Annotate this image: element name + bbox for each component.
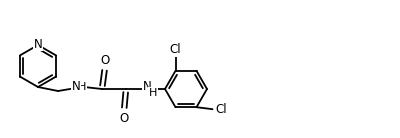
- Text: N: N: [34, 38, 42, 51]
- Text: H: H: [78, 82, 86, 92]
- Text: N: N: [72, 79, 80, 92]
- Text: N: N: [143, 79, 151, 92]
- Text: H: H: [149, 88, 157, 98]
- Text: O: O: [119, 112, 129, 124]
- Text: Cl: Cl: [170, 43, 181, 56]
- Text: O: O: [100, 54, 110, 67]
- Text: Cl: Cl: [216, 103, 227, 116]
